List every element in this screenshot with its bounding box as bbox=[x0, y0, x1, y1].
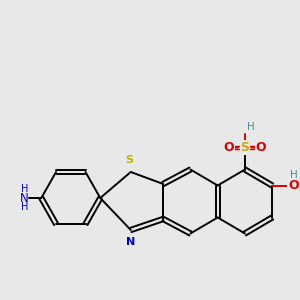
Text: H: H bbox=[21, 184, 28, 194]
Text: S: S bbox=[240, 141, 249, 154]
Text: H: H bbox=[290, 170, 298, 181]
Text: O: O bbox=[288, 179, 298, 192]
Text: H: H bbox=[21, 202, 28, 212]
Text: S: S bbox=[125, 155, 133, 165]
Text: N: N bbox=[126, 237, 135, 247]
Text: H: H bbox=[247, 122, 255, 131]
Text: O: O bbox=[255, 141, 266, 154]
Text: N: N bbox=[20, 191, 28, 205]
Text: O: O bbox=[224, 141, 235, 154]
